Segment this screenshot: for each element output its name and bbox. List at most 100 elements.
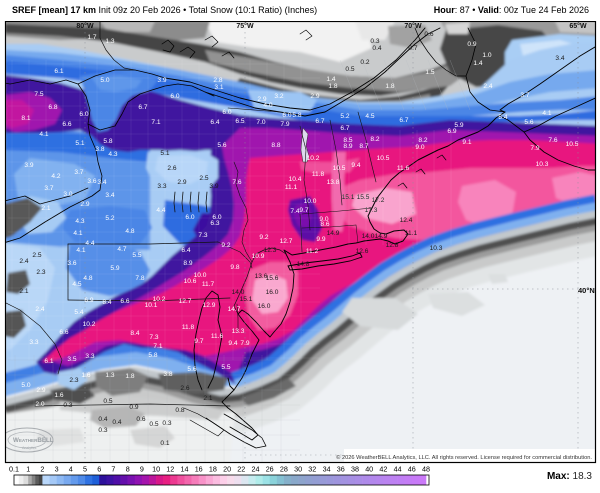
- svg-text:6.0: 6.0: [212, 214, 221, 221]
- svg-text:6.1: 6.1: [44, 358, 53, 365]
- svg-text:2.3: 2.3: [36, 269, 45, 276]
- svg-text:2.1: 2.1: [203, 395, 212, 402]
- svg-text:10.5: 10.5: [566, 141, 579, 148]
- svg-text:10.6: 10.6: [184, 278, 197, 285]
- svg-text:8.5: 8.5: [343, 137, 352, 144]
- svg-text:3.2: 3.2: [274, 93, 283, 100]
- svg-text:9.0: 9.0: [415, 144, 424, 151]
- svg-text:8.4: 8.4: [130, 330, 139, 337]
- svg-text:18: 18: [209, 465, 217, 474]
- svg-text:10.5: 10.5: [333, 165, 346, 172]
- svg-text:15.6: 15.6: [266, 275, 279, 282]
- svg-text:0.6: 0.6: [424, 31, 433, 38]
- svg-text:6.8: 6.8: [48, 104, 57, 111]
- svg-text:8.2: 8.2: [370, 136, 379, 143]
- svg-text:4.1: 4.1: [73, 230, 82, 237]
- svg-text:7.0: 7.0: [256, 119, 265, 126]
- svg-text:40: 40: [365, 465, 373, 474]
- svg-text:10.1: 10.1: [145, 302, 158, 309]
- svg-text:14.7: 14.7: [228, 306, 241, 313]
- svg-text:28: 28: [280, 465, 288, 474]
- svg-text:10.3: 10.3: [430, 245, 443, 252]
- svg-text:80°W: 80°W: [76, 22, 94, 30]
- svg-text:5.9: 5.9: [454, 122, 463, 129]
- svg-text:6.7: 6.7: [399, 117, 408, 124]
- svg-text:12.9: 12.9: [203, 302, 216, 309]
- svg-text:0.3: 0.3: [98, 427, 107, 434]
- svg-text:4.8: 4.8: [83, 275, 92, 282]
- svg-text:15.1: 15.1: [342, 194, 355, 201]
- svg-text:8.2: 8.2: [418, 137, 427, 144]
- svg-text:8.9: 8.9: [343, 143, 352, 150]
- svg-text:0.9: 0.9: [467, 41, 476, 48]
- svg-text:5.1: 5.1: [160, 150, 169, 157]
- svg-text:5.1: 5.1: [75, 140, 84, 147]
- svg-text:5: 5: [83, 465, 87, 474]
- svg-text:0.3: 0.3: [370, 38, 379, 45]
- svg-text:48: 48: [422, 465, 430, 474]
- svg-text:3.7: 3.7: [520, 92, 529, 99]
- svg-text:5.6: 5.6: [187, 366, 196, 373]
- svg-text:2: 2: [40, 465, 44, 474]
- svg-text:16.0: 16.0: [266, 289, 279, 296]
- svg-text:1.7: 1.7: [87, 34, 96, 41]
- svg-text:15.5: 15.5: [357, 194, 370, 201]
- svg-text:Max: 18.3: Max: 18.3: [547, 471, 592, 482]
- svg-text:15.5: 15.5: [357, 194, 370, 201]
- svg-text:11.1: 11.1: [405, 230, 418, 237]
- svg-text:8.6: 8.6: [320, 221, 329, 228]
- svg-text:4.0: 4.0: [263, 102, 272, 109]
- svg-text:2.9: 2.9: [257, 96, 266, 103]
- svg-text:40°N: 40°N: [578, 286, 595, 295]
- svg-text:3.6: 3.6: [67, 260, 76, 267]
- svg-text:6.4: 6.4: [181, 247, 190, 254]
- svg-text:14: 14: [181, 465, 189, 474]
- svg-text:9.2: 9.2: [221, 242, 230, 249]
- svg-text:3.4: 3.4: [97, 179, 106, 186]
- svg-text:2.8: 2.8: [213, 77, 222, 84]
- svg-text:5.5: 5.5: [132, 252, 141, 259]
- svg-text:12.3: 12.3: [264, 247, 277, 254]
- svg-text:4.1: 4.1: [542, 110, 551, 117]
- svg-text:3.4: 3.4: [555, 55, 564, 62]
- svg-text:0.6: 0.6: [136, 416, 145, 423]
- svg-text:5.2: 5.2: [340, 113, 349, 120]
- svg-text:5.6: 5.6: [524, 119, 533, 126]
- svg-text:9.4: 9.4: [351, 162, 360, 169]
- svg-text:7.9: 7.9: [240, 340, 249, 347]
- svg-text:13.3: 13.3: [232, 328, 245, 335]
- svg-text:7.4: 7.4: [290, 208, 299, 215]
- svg-text:46: 46: [408, 465, 416, 474]
- svg-text:1.4: 1.4: [326, 76, 335, 83]
- svg-text:6.7: 6.7: [138, 104, 147, 111]
- svg-text:10.9: 10.9: [252, 253, 265, 260]
- svg-text:4.5: 4.5: [365, 113, 374, 120]
- svg-text:2.1: 2.1: [41, 205, 50, 212]
- svg-text:6.5: 6.5: [235, 118, 244, 125]
- svg-text:3.9: 3.9: [157, 77, 166, 84]
- svg-text:Analytics: Analytics: [22, 446, 37, 450]
- svg-text:11.6: 11.6: [211, 333, 224, 340]
- svg-text:6.0: 6.0: [170, 93, 179, 100]
- svg-text:14.8: 14.8: [297, 261, 310, 268]
- svg-text:4.3: 4.3: [108, 151, 117, 158]
- svg-text:11.8: 11.8: [182, 324, 195, 331]
- svg-text:38: 38: [351, 465, 359, 474]
- svg-text:6.0: 6.0: [185, 214, 194, 221]
- svg-text:1.3: 1.3: [105, 38, 114, 45]
- svg-text:10.0: 10.0: [304, 198, 317, 205]
- svg-text:7.9: 7.9: [530, 145, 539, 152]
- svg-text:7.3: 7.3: [198, 232, 207, 239]
- svg-text:5.8: 5.8: [292, 112, 301, 119]
- svg-text:3.9: 3.9: [24, 162, 33, 169]
- svg-text:6.6: 6.6: [59, 329, 68, 336]
- svg-text:3.0: 3.0: [63, 191, 72, 198]
- svg-text:4.2: 4.2: [51, 173, 60, 180]
- svg-text:8.4: 8.4: [102, 299, 111, 306]
- svg-text:2.9: 2.9: [310, 93, 319, 100]
- svg-text:17.3: 17.3: [365, 207, 378, 214]
- svg-text:4.1: 4.1: [76, 247, 85, 254]
- svg-text:3.3: 3.3: [157, 183, 166, 190]
- svg-text:8.1: 8.1: [21, 115, 30, 122]
- svg-text:24: 24: [252, 465, 260, 474]
